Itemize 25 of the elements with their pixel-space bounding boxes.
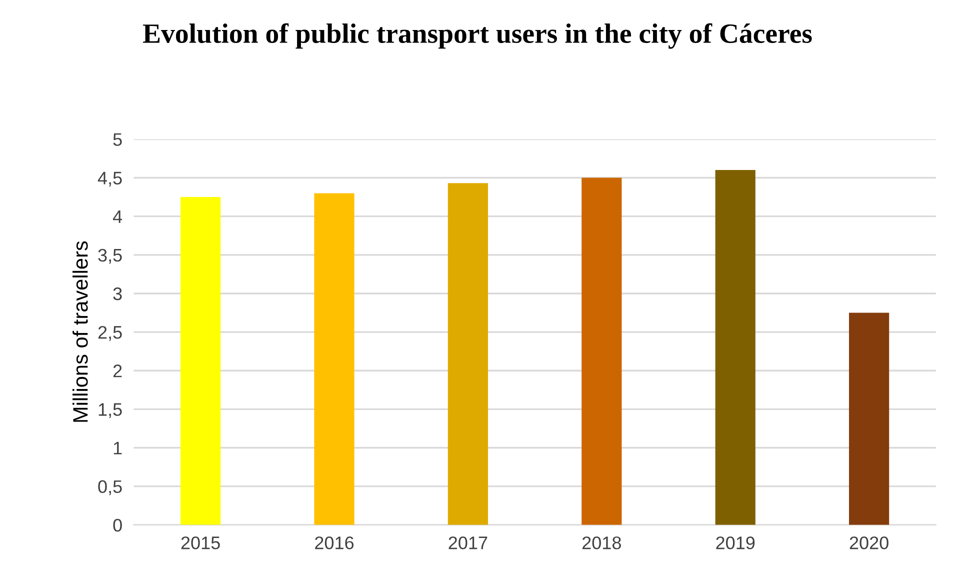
x-tick-label: 2019: [716, 536, 755, 550]
bar: [848, 312, 890, 525]
y-tick-label: 1,5: [98, 403, 122, 418]
y-tick-label: 3,5: [98, 248, 122, 264]
bar: [715, 170, 756, 525]
y-axis-title: Millions of travellers: [72, 241, 88, 422]
x-tick-label: 2020: [850, 536, 888, 550]
y-tick-label: 2,5: [98, 326, 122, 341]
y-tick-label: 4,5: [98, 172, 122, 187]
y-tick-label: 1: [114, 442, 122, 454]
bar: [180, 197, 221, 525]
x-tick-label: 2018: [582, 536, 621, 550]
bar: [314, 193, 354, 525]
y-tick-label: 3: [113, 287, 122, 300]
y-tick-label: 0: [113, 518, 122, 532]
y-tick-label: 2: [113, 364, 122, 378]
bar: [582, 178, 622, 525]
x-tick-label: 2015: [181, 536, 220, 550]
y-tick-label: 0,5: [98, 480, 122, 496]
bar: [448, 183, 488, 525]
chart-title: Evolution of public transport users in the city of Cáceres: [142, 23, 812, 49]
y-tick-label: 5: [113, 133, 122, 146]
x-tick-label: 2016: [315, 536, 354, 550]
x-tick-label: 2017: [448, 536, 488, 550]
y-tick-label: 4: [112, 210, 122, 223]
